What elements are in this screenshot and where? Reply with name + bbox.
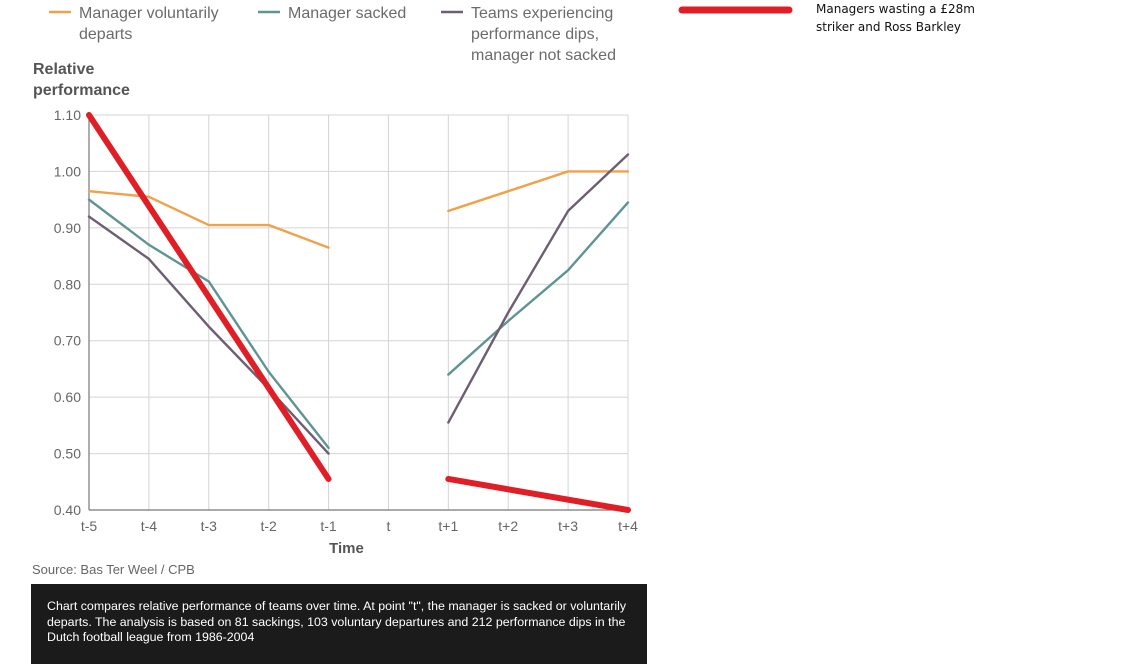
legend-label: Manager voluntarily	[79, 5, 219, 22]
x-tick-label: t+2	[498, 518, 518, 534]
y-tick-label: 1.00	[54, 163, 81, 179]
x-tick-label: t-5	[81, 518, 98, 534]
x-axis-label: Time	[329, 540, 364, 557]
series-line	[87, 215, 330, 455]
source-note: Source: Bas Ter Weel / CPB	[32, 562, 195, 577]
x-tick-label: t-3	[201, 518, 218, 534]
y-tick-label: 1.10	[54, 107, 81, 123]
y-tick-label: 0.80	[54, 276, 81, 292]
legend: Manager voluntarily departs Manager sacked…	[49, 5, 616, 64]
y-axis-label-line: performance	[33, 82, 130, 99]
x-tick-label: t+1	[438, 518, 458, 534]
x-tick-label: t-2	[260, 518, 277, 534]
x-tick-label: t+4	[618, 518, 638, 534]
red-annotation-strokes	[86, 6, 793, 513]
x-axis-ticks: t-5 t-4 t-3 t-2 t-1 t t+1 t+2 t+3 t+4	[81, 518, 638, 534]
x-tick-label: t	[386, 518, 390, 534]
annotation-note: Managers wasting a £28m striker and Ross…	[816, 2, 975, 34]
y-axis-label: Relative performance	[33, 61, 130, 99]
y-tick-label: 0.40	[54, 502, 81, 518]
y-axis-ticks: 0.40 0.50 0.60 0.70 0.80 0.90 1.00 1.10	[54, 107, 81, 518]
y-tick-label: 0.90	[54, 220, 81, 236]
x-tick-label: t-4	[141, 518, 158, 534]
y-tick-label: 0.70	[54, 333, 81, 349]
series-line	[87, 189, 330, 249]
series-line	[447, 201, 630, 376]
series-line	[447, 153, 630, 424]
legend-label: manager not sacked	[471, 47, 616, 64]
y-axis-label-line: Relative	[33, 61, 94, 78]
chart-caption: Chart compares relative performance of t…	[31, 584, 647, 664]
y-tick-label: 0.60	[54, 389, 81, 405]
x-tick-label: t-1	[320, 518, 337, 534]
legend-label: performance dips,	[471, 26, 599, 43]
red-annotation-stroke	[445, 475, 631, 513]
x-tick-label: t+3	[558, 518, 578, 534]
y-tick-label: 0.50	[54, 446, 81, 462]
legend-label: Teams experiencing	[471, 5, 613, 22]
red-annotation-stroke	[86, 112, 332, 482]
legend-label: departs	[79, 26, 132, 43]
chart-grid	[88, 114, 629, 511]
series-line	[87, 198, 330, 450]
series-line	[447, 170, 630, 213]
series-lines	[87, 153, 630, 455]
legend-label: Manager sacked	[288, 5, 406, 22]
